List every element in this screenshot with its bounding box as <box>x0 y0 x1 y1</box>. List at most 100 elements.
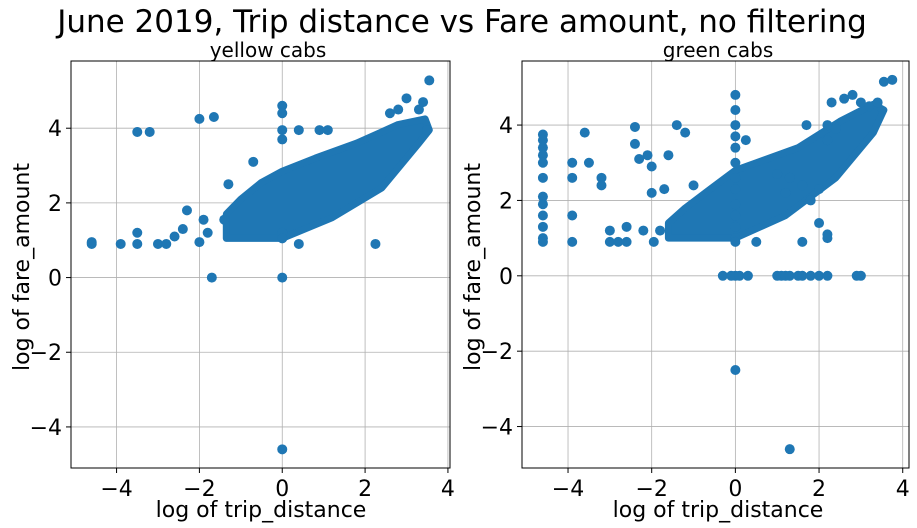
scatter-point <box>208 112 219 123</box>
scatter-point <box>393 104 404 115</box>
scatter-point <box>424 75 435 86</box>
scatter-point <box>277 233 288 244</box>
scatter-point <box>814 184 825 195</box>
y-tick-label: −2 <box>481 340 513 365</box>
x-axis-label-green: log of trip_distance <box>613 498 824 523</box>
scatter-point <box>814 218 825 229</box>
scatter-point <box>797 180 808 191</box>
figure-title: June 2019, Trip distance vs Fare amount,… <box>55 4 867 40</box>
scatter-point <box>579 127 590 138</box>
scatter-point <box>742 270 753 281</box>
scatter-point <box>202 227 213 238</box>
scatter-point <box>567 157 578 168</box>
scatter-point <box>730 142 741 153</box>
axes-frame-green <box>521 60 910 469</box>
scatter-point <box>797 270 808 281</box>
scatter-point <box>86 237 97 248</box>
scatter-point <box>322 125 333 136</box>
scatter-point <box>132 227 143 238</box>
scatter-point <box>726 270 737 281</box>
scatter-point <box>814 270 825 281</box>
scatter-point <box>855 97 866 108</box>
x-tick-label: 0 <box>275 477 289 502</box>
scatter-point <box>115 238 126 249</box>
scatter-point <box>219 214 230 225</box>
plot-yellow-cabs: yellow cabs −4 −2 0 2 4 −4 −2 0 2 4 log of trip_… <box>10 38 455 523</box>
scatter-point <box>734 270 745 281</box>
scatter-point <box>223 179 234 190</box>
scatter-point <box>613 236 624 247</box>
scatter-point <box>822 270 833 281</box>
scatter-point <box>161 238 172 249</box>
x-tick-labels-yellow: −4 −2 0 2 4 <box>100 468 455 502</box>
scatter-point <box>248 156 259 167</box>
scatter-point <box>567 172 578 183</box>
x-axis-label-yellow: log of trip_distance <box>156 498 367 523</box>
scatter-point <box>730 157 741 168</box>
scatter-point <box>659 184 670 195</box>
axes-frame-yellow <box>70 60 451 469</box>
scatter-point <box>537 150 548 161</box>
scatter-point <box>730 184 741 195</box>
scatter-point <box>314 125 325 136</box>
y-tick-label: 0 <box>499 265 513 290</box>
scatter-point <box>887 74 898 85</box>
scatter-point <box>847 89 858 100</box>
scatter-point <box>730 104 741 115</box>
x-tick-label: −2 <box>635 477 667 502</box>
scatter-point <box>740 135 751 146</box>
scatter-point <box>730 236 741 247</box>
grid-yellow <box>71 61 450 468</box>
x-tick-label: −4 <box>552 477 584 502</box>
scatter-point <box>784 172 795 183</box>
scatter-point <box>604 236 615 247</box>
scatter-point <box>413 104 424 115</box>
scatter-point <box>688 180 699 191</box>
x-tick-label: 2 <box>358 477 372 502</box>
scatter-point <box>805 270 816 281</box>
scatter-point <box>655 225 666 236</box>
scatter-point <box>422 125 433 136</box>
scatter-point <box>751 236 762 247</box>
scatter-point <box>634 153 645 164</box>
scatter-point <box>132 238 143 249</box>
scatter-point <box>839 93 850 104</box>
scatter-point <box>596 172 607 183</box>
y-tick-labels-yellow: −4 −2 0 2 4 <box>30 117 71 441</box>
scatter-point <box>537 236 548 247</box>
scatter-point <box>621 236 632 247</box>
scatter-point <box>801 120 812 131</box>
x-tick-label: 2 <box>812 477 826 502</box>
scatter-point <box>604 225 615 236</box>
scatter-point <box>277 134 288 145</box>
scatter-point <box>730 221 741 232</box>
scatter-point <box>583 157 594 168</box>
scatter-point <box>663 150 674 161</box>
scatter-point <box>772 169 783 180</box>
plot-green-cabs: green cabs −4 −2 0 2 4 −4 −2 0 2 4 log of trip_d… <box>461 38 910 523</box>
scatter-point <box>194 237 205 248</box>
scatter-point <box>638 225 649 236</box>
scatter-marks-yellow <box>86 75 435 455</box>
y-tick-label: 0 <box>48 267 62 292</box>
y-axis-label-green: log of fare_amount <box>461 163 486 371</box>
scatter-point <box>648 236 659 247</box>
scatter-point <box>646 187 657 198</box>
scatter-point <box>177 224 188 235</box>
scatter-point <box>830 123 841 134</box>
scatter-point <box>596 180 607 191</box>
scatter-point <box>629 121 640 132</box>
scatter-point <box>629 138 640 149</box>
scatter-point <box>567 210 578 221</box>
scatter-point <box>784 444 795 455</box>
scatter-point <box>730 199 741 210</box>
scatter-point <box>277 444 288 455</box>
scatter-point <box>784 270 795 281</box>
scatter-point <box>401 93 412 104</box>
scatter-point <box>855 270 866 281</box>
scatter-point <box>537 135 548 146</box>
scatter-point <box>194 113 205 124</box>
scatter-point <box>198 214 209 225</box>
scatter-point <box>822 233 833 244</box>
scatter-point <box>642 150 653 161</box>
